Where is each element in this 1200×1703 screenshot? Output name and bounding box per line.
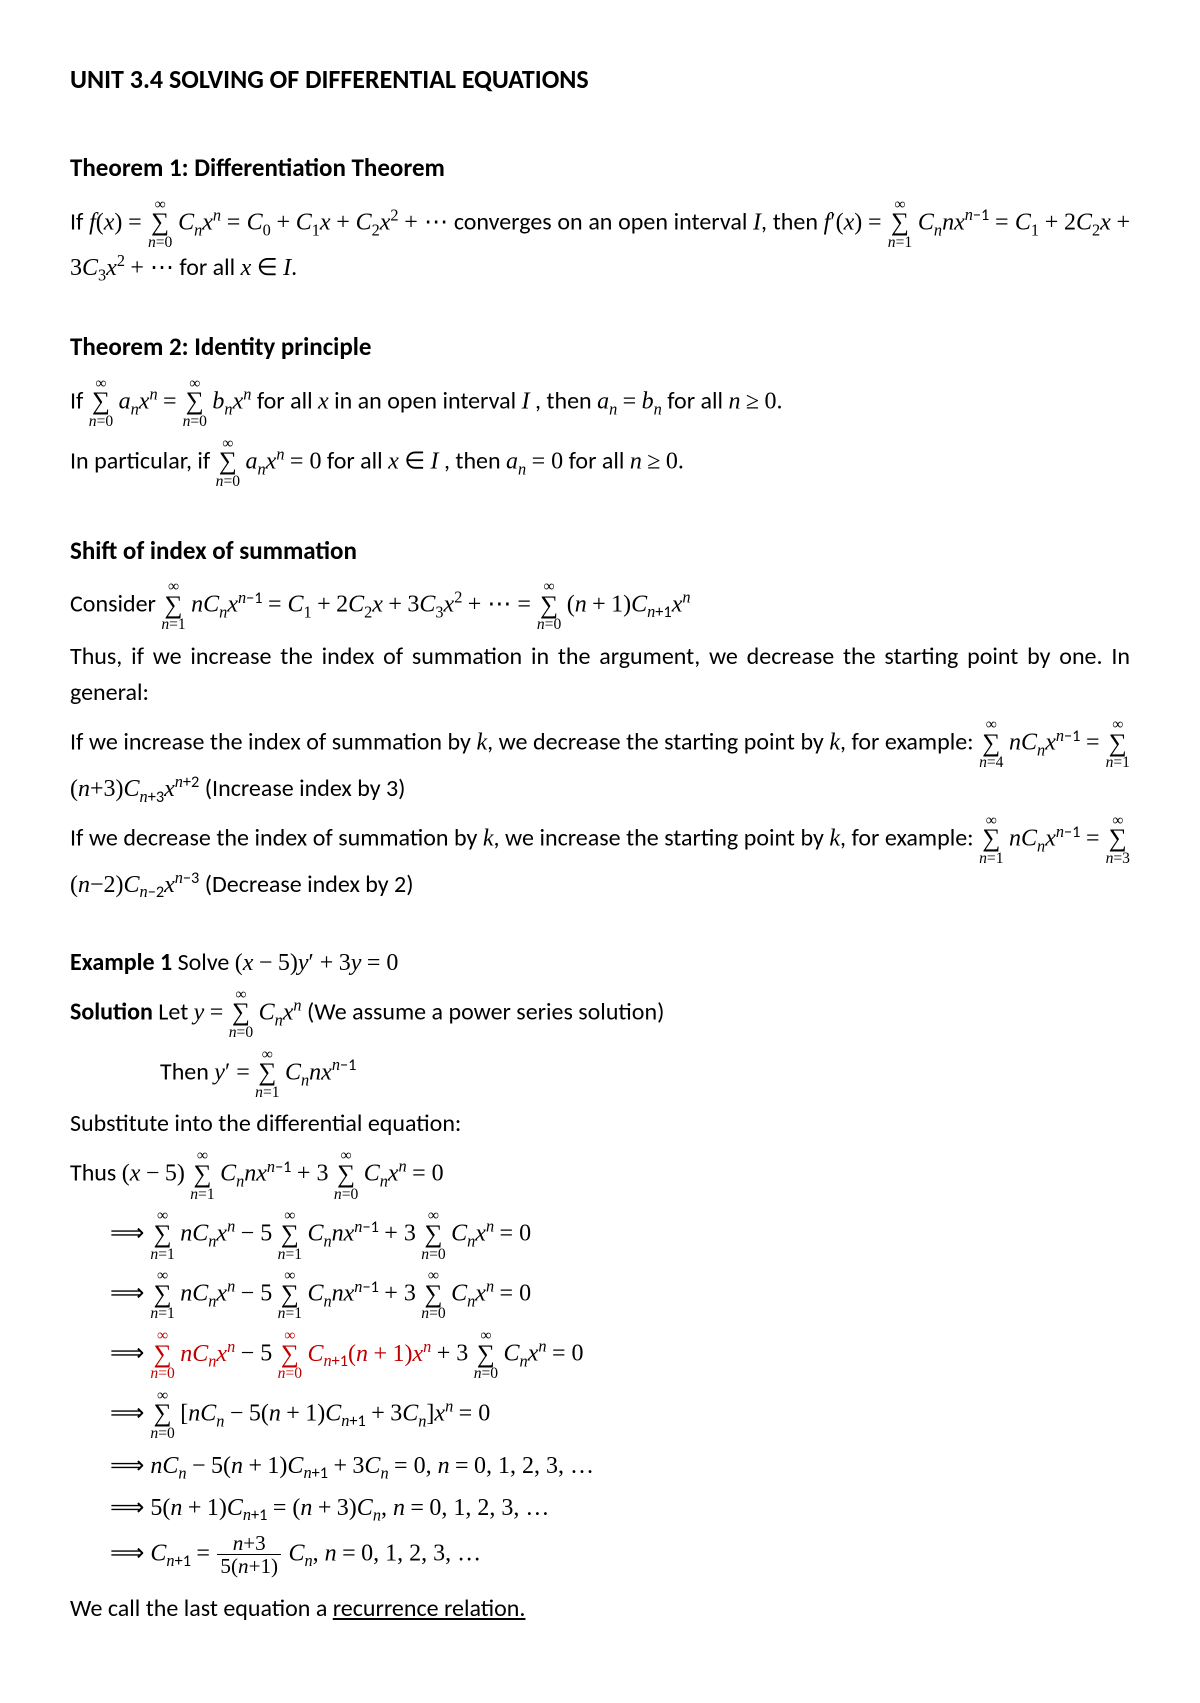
text: If we increase the index of summation by (70, 728, 476, 757)
deriv-step-4: ⟹ ∞∑n=0 [nCn − 5(n + 1)Cn+1 + 3Cn]xn = 0 (70, 1388, 1130, 1442)
theorem-2-line-2: In particular, if ∞∑n=0 anxn = 0 for all… (70, 436, 1130, 490)
theorem-1-line-1: If f(x) = ∞∑n=0 Cnxn = C0 + C1x + C2x2 +… (70, 197, 1130, 287)
text: If (70, 387, 89, 416)
text: (Decrease index by 2) (205, 870, 414, 899)
shift-p1: Consider ∞∑n=1 nCnxn−1 = C1 + 2C2x + 3C3… (70, 579, 1130, 633)
substitute-label: Substitute into the differential equatio… (70, 1106, 1130, 1142)
solution-label: Solution (70, 997, 153, 1026)
text: Solve (178, 948, 235, 977)
recurrence-link: recurrence relation. (333, 1594, 526, 1623)
text: for all (327, 446, 388, 475)
theorem-2-heading: Theorem 2: Identity principle (70, 328, 1130, 366)
deriv-step-3: ⟹ ∞∑n=0 nCnxn − 5 ∞∑n=0 Cn+1(n + 1)xn + … (70, 1328, 1130, 1382)
thus-line: Thus (x − 5) ∞∑n=1 Cnnxn−1 + 3 ∞∑n=0 Cnx… (70, 1148, 1130, 1202)
text: Thus (70, 1159, 122, 1188)
closing: We call the last equation a recurrence r… (70, 1591, 1130, 1627)
text: , then (444, 446, 506, 475)
shift-p2: Thus, if we increase the index of summat… (70, 639, 1130, 711)
text: in an open interval (334, 387, 521, 416)
text: , then (535, 387, 597, 416)
theorem-2-line-1: If ∞∑n=0 anxn = ∞∑n=0 bnxn for all x in … (70, 376, 1130, 430)
shift-p3: If we increase the index of summation by… (70, 717, 1130, 807)
text: for all (179, 253, 240, 282)
text: , we decrease the starting point by (487, 728, 829, 757)
example-1: Example 1 Solve (x − 5)y′ + 3y = 0 (70, 945, 1130, 981)
text: , for example: (840, 728, 979, 757)
text: for all (569, 446, 630, 475)
text: If we decrease the index of summation by (70, 823, 483, 852)
text: Let (158, 997, 193, 1026)
text: , then (761, 207, 824, 236)
deriv-step-2: ⟹ ∞∑n=1 nCnxn − 5 ∞∑n=1 Cnnxn−1 + 3 ∞∑n=… (70, 1268, 1130, 1322)
theorem-1-heading: Theorem 1: Differentiation Theorem (70, 149, 1130, 187)
then-line: Then y′ = ∞∑n=1 Cnnxn−1 (70, 1047, 1130, 1101)
solution-line: Solution Let y = ∞∑n=0 Cnxn (We assume a… (70, 987, 1130, 1041)
deriv-step-7: ⟹ Cn+1 = n+35(n+1) Cn, n = 0, 1, 2, 3, … (70, 1532, 1130, 1577)
text: , we increase the starting point by (494, 823, 830, 852)
text: (Increase index by 3) (205, 774, 406, 803)
text: If (70, 207, 89, 236)
text: for all (257, 387, 318, 416)
text: , for example: (840, 823, 979, 852)
deriv-step-6: ⟹ 5(n + 1)Cn+1 = (n + 3)Cn, n = 0, 1, 2,… (70, 1490, 1130, 1526)
text: Then (160, 1057, 214, 1086)
unit-title: UNIT 3.4 SOLVING OF DIFFERENTIAL EQUATIO… (70, 60, 1130, 99)
text: converges on an open interval (454, 207, 753, 236)
text: We call the last equation a (70, 1594, 333, 1623)
shift-heading: Shift of index of summation (70, 532, 1130, 570)
text: (We assume a power series solution) (307, 997, 664, 1026)
text: Consider (70, 590, 161, 619)
shift-p4: If we decrease the index of summation by… (70, 813, 1130, 903)
deriv-step-1: ⟹ ∞∑n=1 nCnxn − 5 ∞∑n=1 Cnnxn−1 + 3 ∞∑n=… (70, 1208, 1130, 1262)
text: In particular, if (70, 446, 216, 475)
text: for all (667, 387, 728, 416)
page: UNIT 3.4 SOLVING OF DIFFERENTIAL EQUATIO… (0, 0, 1200, 1703)
deriv-step-5: ⟹ nCn − 5(n + 1)Cn+1 + 3Cn = 0, n = 0, 1… (70, 1448, 1130, 1484)
example-label: Example 1 (70, 948, 172, 977)
